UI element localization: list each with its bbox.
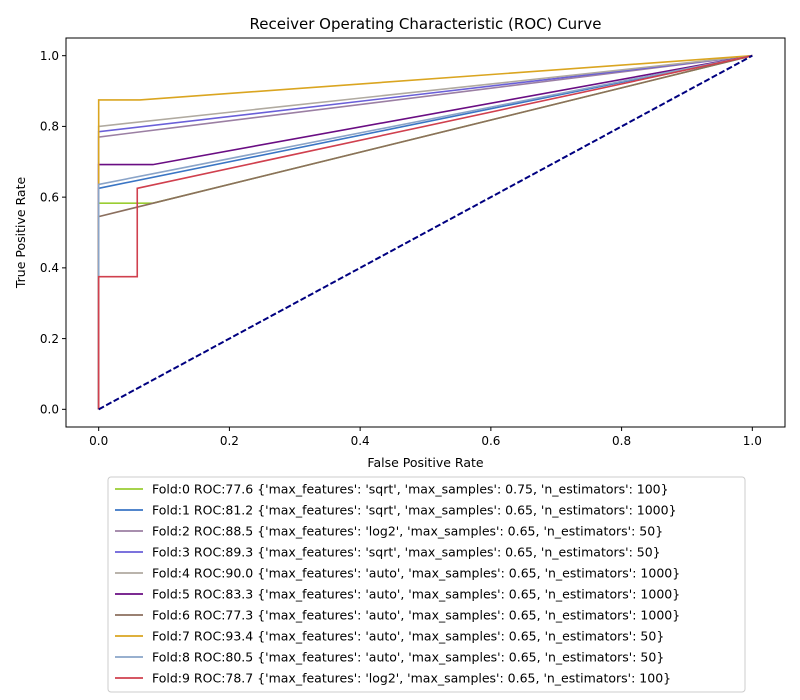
y-axis-ticks: 0.0 0.2 0.4 0.6 0.8 1.0 [40, 49, 66, 417]
y-tick-label: 0.0 [40, 403, 59, 417]
legend-frame [107, 476, 746, 693]
legend-label-fold-9: Fold:9 ROC:78.7 {'max_features': 'log2',… [152, 671, 671, 686]
x-axis-label: False Positive Rate [367, 455, 483, 470]
x-tick-label: 0.6 [481, 434, 500, 448]
y-tick-label: 1.0 [40, 49, 59, 63]
legend-label-fold-4: Fold:4 ROC:90.0 {'max_features': 'auto',… [152, 566, 680, 581]
chart-title: Receiver Operating Characteristic (ROC) … [250, 15, 602, 33]
legend-label-fold-1: Fold:1 ROC:81.2 {'max_features': 'sqrt',… [152, 503, 677, 518]
legend-label-fold-3: Fold:3 ROC:89.3 {'max_features': 'sqrt',… [152, 545, 661, 560]
y-tick-label: 0.2 [40, 332, 59, 346]
x-tick-label: 0.4 [351, 434, 370, 448]
legend-label-fold-2: Fold:2 ROC:88.5 {'max_features': 'log2',… [152, 524, 663, 539]
legend-items: Fold:0 ROC:77.6 {'max_features': 'sqrt',… [115, 482, 680, 686]
x-tick-label: 1.0 [743, 434, 762, 448]
legend-label-fold-6: Fold:6 ROC:77.3 {'max_features': 'auto',… [152, 608, 680, 623]
x-tick-label: 0.0 [89, 434, 108, 448]
legend-label-fold-8: Fold:8 ROC:80.5 {'max_features': 'auto',… [152, 650, 664, 665]
x-axis-ticks: 0.0 0.2 0.4 0.6 0.8 1.0 [89, 427, 762, 448]
legend-label-fold-5: Fold:5 ROC:83.3 {'max_features': 'auto',… [152, 587, 680, 602]
y-axis-label: True Positive Rate [13, 177, 28, 290]
diagonal-layer [98, 54, 753, 411]
chance-diagonal-line [98, 54, 753, 411]
x-tick-label: 0.2 [220, 434, 239, 448]
legend: Fold:0 ROC:77.6 {'max_features': 'sqrt',… [107, 476, 746, 693]
y-tick-label: 0.4 [40, 261, 59, 275]
legend-label-fold-0: Fold:0 ROC:77.6 {'max_features': 'sqrt',… [152, 482, 669, 497]
x-tick-label: 0.8 [612, 434, 631, 448]
plot-frame [65, 37, 786, 428]
series-layer [97, 54, 753, 410]
roc-series-fold-9 [97, 54, 753, 410]
y-tick-label: 0.6 [40, 190, 59, 204]
y-tick-label: 0.8 [40, 120, 59, 134]
legend-label-fold-7: Fold:7 ROC:93.4 {'max_features': 'auto',… [152, 629, 664, 644]
